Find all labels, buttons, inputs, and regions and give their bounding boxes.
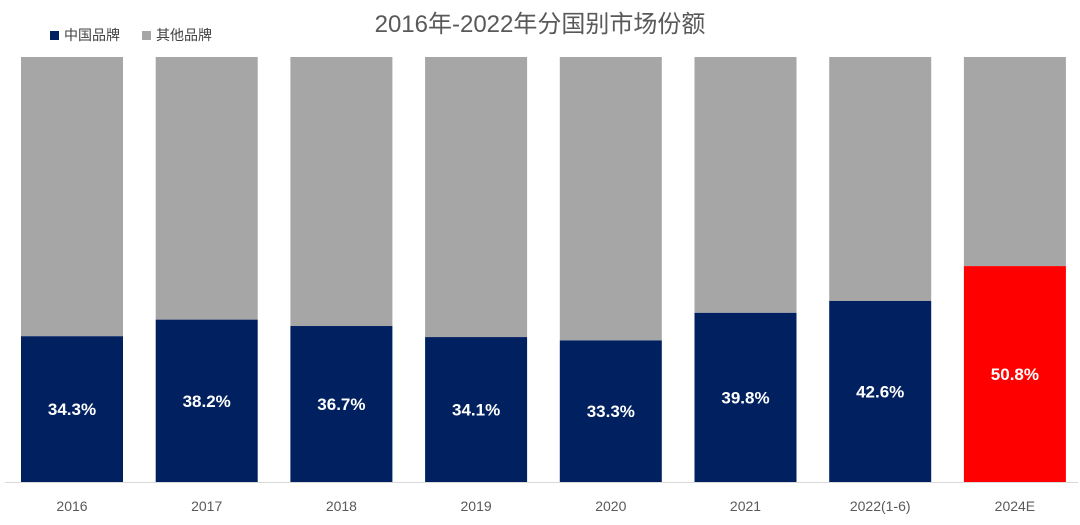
x-tick-label: 2020 [595, 498, 626, 514]
legend-label-china: 中国品牌 [64, 27, 120, 43]
bar-segment-china [963, 266, 1066, 482]
x-tick-label: 2021 [730, 498, 761, 514]
bar-segment-china [155, 319, 258, 482]
x-tick-label: 2017 [191, 498, 222, 514]
x-tick-label: 2019 [461, 498, 492, 514]
bar-segment-china [559, 340, 662, 482]
bar-segment-china [425, 337, 528, 482]
bar-segment-other [694, 57, 797, 313]
data-label: 50.8% [991, 365, 1039, 384]
x-tick-label: 2018 [326, 498, 357, 514]
data-label: 36.7% [317, 395, 365, 414]
bar-segment-china [21, 336, 123, 482]
data-label: 42.6% [856, 382, 904, 401]
bar-segment-other [425, 57, 528, 338]
bar-segment-other [963, 57, 1066, 267]
data-label: 38.2% [183, 392, 231, 411]
bar-segment-other [829, 57, 932, 301]
legend-swatch-china [50, 30, 59, 40]
bar-segment-other [21, 57, 123, 337]
bar-segment-china [694, 312, 797, 482]
x-tick-label: 2022(1-6) [850, 498, 911, 514]
bar-segment-other [290, 57, 393, 327]
data-label: 34.3% [48, 400, 96, 419]
legend-item-other: 其他品牌 [142, 25, 212, 45]
data-label: 34.1% [452, 401, 500, 420]
data-label: 39.8% [721, 388, 769, 407]
bar-segment-china [290, 326, 393, 482]
data-label: 33.3% [587, 402, 635, 421]
legend-item-china: 中国品牌 [50, 25, 120, 45]
legend-label-other: 其他品牌 [156, 27, 212, 43]
legend: 中国品牌 其他品牌 [50, 25, 212, 45]
chart-title: 2016年-2022年分国别市场份额 [374, 11, 706, 38]
bar-segment-china [829, 300, 932, 482]
bar-segment-other [559, 57, 662, 341]
bar-segment-other [155, 57, 258, 320]
legend-swatch-other [142, 30, 151, 40]
x-tick-label: 2024E [995, 498, 1035, 514]
x-tick-label: 2016 [56, 498, 87, 514]
